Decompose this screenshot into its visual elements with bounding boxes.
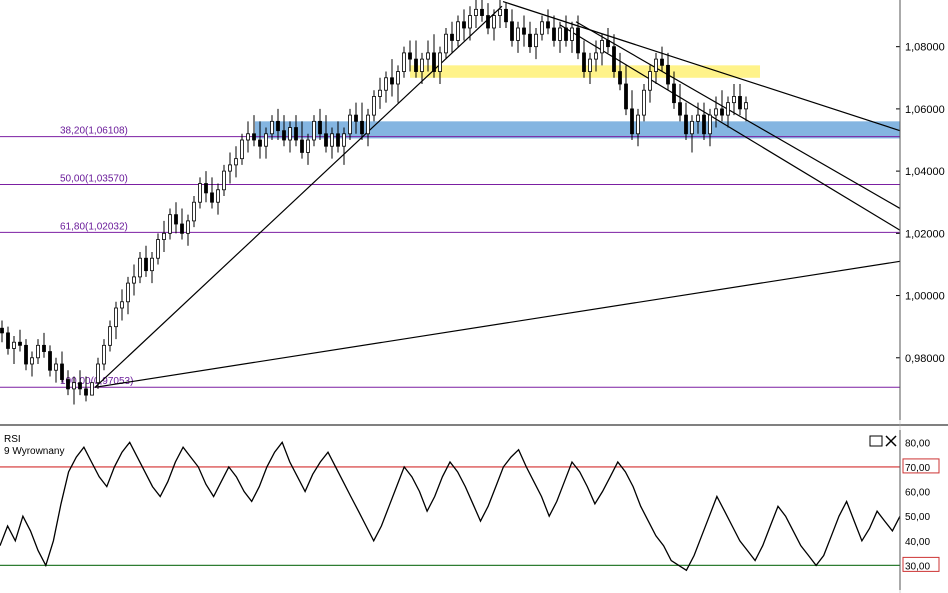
restore-icon[interactable] <box>870 436 882 446</box>
rsi-ytick-3: 50,00 <box>905 512 930 523</box>
rsi-subtitle: 9 Wyrownany <box>4 446 65 457</box>
trend-line-1 <box>95 261 900 387</box>
price-ytick-4: 1,00000 <box>905 291 945 303</box>
price-ytick-3: 1,02000 <box>905 228 945 240</box>
chart-svg: 38,20(1,06108) 50,00(1,03570) 61,80(1,0203… <box>0 0 948 593</box>
rsi-ytick-2: 60,00 <box>905 488 930 499</box>
rsi-line <box>0 442 900 570</box>
rsi-ytick-0: 80,00 <box>905 438 930 449</box>
rsi-panel: RSI9 Wyrownany <box>0 430 900 590</box>
price-ytick-1: 1,06000 <box>905 104 945 116</box>
price-ytick-5: 0,98000 <box>905 353 945 365</box>
chart-container: 38,20(1,06108) 50,00(1,03570) 61,80(1,0203… <box>0 0 948 593</box>
rsi-ytick-4: 40,00 <box>905 537 930 548</box>
fib-label-0: 38,20(1,06108) <box>60 126 128 137</box>
rsi-title: RSI <box>4 434 21 445</box>
rsi-ytick-1: 70,00 <box>905 463 930 474</box>
price-ytick-0: 1,08000 <box>905 42 945 54</box>
price-panel: 38,20(1,06108) 50,00(1,03570) 61,80(1,0203… <box>0 0 900 420</box>
fib-label-2: 61,80(1,02032) <box>60 221 128 232</box>
fib-label-1: 50,00(1,03570) <box>60 173 128 184</box>
price-ytick-2: 1,04000 <box>905 166 945 178</box>
rsi-ytick-5: 30,00 <box>905 561 930 572</box>
close-icon[interactable] <box>886 436 896 446</box>
rsi-controls <box>870 436 896 446</box>
